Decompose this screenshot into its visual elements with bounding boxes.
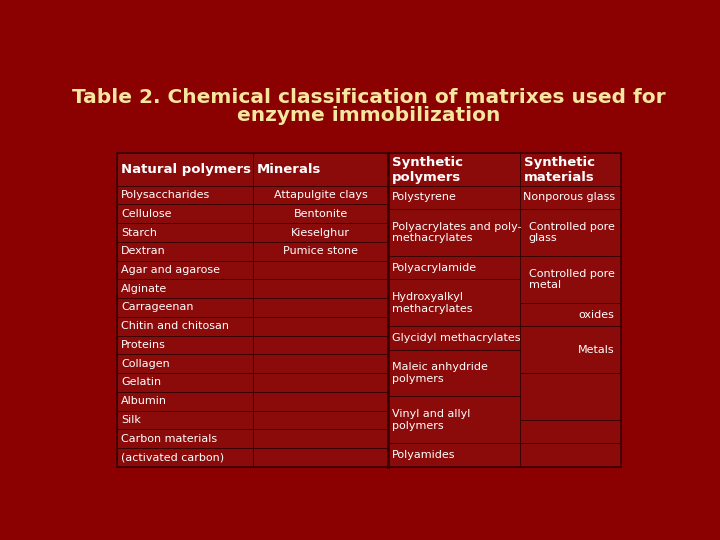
Text: Controlled pore
metal: Controlled pore metal: [528, 268, 615, 290]
Bar: [117, 261, 253, 279]
Bar: [117, 279, 253, 298]
Bar: [253, 448, 388, 467]
Bar: [253, 261, 388, 279]
Bar: [388, 186, 520, 209]
Text: Carrageenan: Carrageenan: [121, 302, 194, 313]
Text: Polysaccharides: Polysaccharides: [121, 190, 210, 200]
Bar: [253, 153, 388, 186]
Text: Synthetic
materials: Synthetic materials: [524, 156, 595, 184]
Text: Polyacrylamide: Polyacrylamide: [392, 262, 477, 273]
Bar: [253, 186, 388, 205]
Bar: [520, 443, 621, 467]
Text: (activated carbon): (activated carbon): [121, 453, 224, 462]
Text: Carbon materials: Carbon materials: [121, 434, 217, 444]
Text: Synthetic
polymers: Synthetic polymers: [392, 156, 463, 184]
Bar: [388, 443, 520, 467]
Text: Dextran: Dextran: [121, 246, 166, 256]
Bar: [117, 223, 253, 242]
Text: Maleic anhydride
polymers: Maleic anhydride polymers: [392, 362, 488, 384]
Text: Silk: Silk: [121, 415, 141, 425]
Bar: [520, 373, 621, 420]
Bar: [253, 242, 388, 261]
Bar: [117, 153, 621, 467]
Bar: [117, 298, 253, 317]
Text: oxides: oxides: [579, 309, 615, 320]
Bar: [253, 373, 388, 392]
Text: Glycidyl methacrylates: Glycidyl methacrylates: [392, 333, 521, 343]
Bar: [117, 242, 253, 261]
Bar: [253, 392, 388, 410]
Text: Controlled pore
glass: Controlled pore glass: [528, 222, 615, 244]
Text: Chitin and chitosan: Chitin and chitosan: [121, 321, 229, 331]
Bar: [117, 392, 253, 410]
Bar: [388, 209, 520, 256]
Bar: [253, 335, 388, 354]
Bar: [388, 326, 520, 349]
Text: Proteins: Proteins: [121, 340, 166, 350]
Text: Table 2. Chemical classification of matrixes used for: Table 2. Chemical classification of matr…: [72, 89, 666, 107]
Bar: [253, 298, 388, 317]
Text: Alginate: Alginate: [121, 284, 167, 294]
Bar: [520, 256, 621, 303]
Bar: [388, 349, 520, 396]
Text: Kieselghur: Kieselghur: [291, 227, 350, 238]
Bar: [253, 279, 388, 298]
Text: Pumice stone: Pumice stone: [283, 246, 358, 256]
Bar: [253, 317, 388, 335]
Text: Vinyl and allyl
polymers: Vinyl and allyl polymers: [392, 409, 471, 431]
Text: Metals: Metals: [578, 345, 615, 355]
Text: Cellulose: Cellulose: [121, 209, 171, 219]
Bar: [253, 429, 388, 448]
Bar: [520, 303, 621, 326]
Text: Nonporous glass: Nonporous glass: [523, 192, 615, 202]
Text: Attapulgite clays: Attapulgite clays: [274, 190, 367, 200]
Bar: [117, 410, 253, 429]
Bar: [520, 209, 621, 256]
Text: Starch: Starch: [121, 227, 157, 238]
Bar: [117, 373, 253, 392]
Text: enzyme immobilization: enzyme immobilization: [238, 106, 500, 125]
Bar: [520, 326, 621, 373]
Bar: [117, 186, 253, 205]
Bar: [117, 317, 253, 335]
Text: Polystyrene: Polystyrene: [392, 192, 457, 202]
Text: Minerals: Minerals: [256, 163, 321, 176]
Text: Gelatin: Gelatin: [121, 377, 161, 387]
Bar: [117, 335, 253, 354]
Text: Bentonite: Bentonite: [294, 209, 348, 219]
Bar: [253, 354, 388, 373]
Bar: [520, 420, 621, 443]
Bar: [117, 429, 253, 448]
Bar: [520, 186, 621, 209]
Bar: [388, 279, 520, 326]
Text: Hydroxyalkyl
methacrylates: Hydroxyalkyl methacrylates: [392, 292, 473, 314]
Text: Polyacrylates and poly-
methacrylates: Polyacrylates and poly- methacrylates: [392, 222, 522, 244]
Bar: [388, 256, 520, 279]
Text: Natural polymers: Natural polymers: [121, 163, 251, 176]
Text: Collagen: Collagen: [121, 359, 170, 369]
Bar: [117, 205, 253, 223]
Bar: [117, 448, 253, 467]
Text: Polyamides: Polyamides: [392, 450, 456, 460]
Bar: [388, 396, 520, 443]
Bar: [253, 410, 388, 429]
Bar: [388, 153, 520, 186]
Bar: [117, 153, 253, 186]
Bar: [520, 153, 621, 186]
Text: Albumin: Albumin: [121, 396, 167, 406]
Bar: [253, 223, 388, 242]
Text: Agar and agarose: Agar and agarose: [121, 265, 220, 275]
Bar: [117, 354, 253, 373]
Bar: [253, 205, 388, 223]
